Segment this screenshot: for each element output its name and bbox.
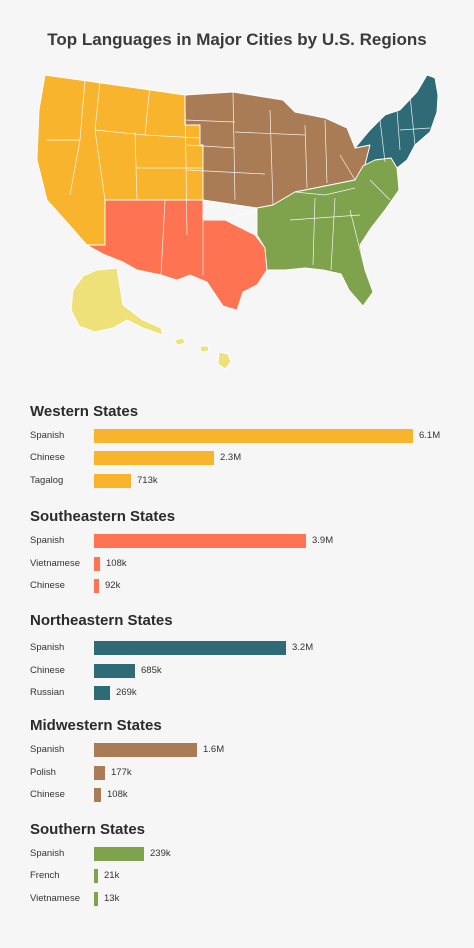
page-title: Top Languages in Major Cities by U.S. Re… (47, 30, 427, 49)
bar (94, 686, 110, 700)
bar (94, 579, 99, 593)
bar (94, 766, 105, 780)
category-label: Spanish (30, 642, 65, 653)
category-label: Spanish (30, 848, 65, 859)
category-label: Spanish (30, 744, 65, 755)
category-label: Chinese (30, 452, 65, 463)
bar-row: French 21k (0, 869, 474, 885)
region-south (256, 157, 400, 307)
bar (94, 534, 306, 548)
bar-row: Chinese 685k (0, 664, 474, 680)
value-label: 713k (137, 475, 158, 486)
bar-row: Polish 177k (0, 766, 474, 782)
section-title: Midwestern States (30, 717, 162, 734)
value-label: 177k (111, 767, 132, 778)
bar-row: Vietnamese 108k (0, 557, 474, 573)
us-regions-map (36, 74, 439, 370)
category-label: Spanish (30, 535, 65, 546)
value-label: 108k (107, 789, 128, 800)
bar (94, 557, 100, 571)
category-label: Chinese (30, 789, 65, 800)
bar-row: Chinese 108k (0, 788, 474, 804)
value-label: 3.9M (312, 535, 334, 546)
section-title: Western States (30, 403, 139, 420)
bar (94, 847, 144, 861)
bar (94, 892, 98, 906)
bar-row: Spanish 239k (0, 847, 474, 863)
category-label: Tagalog (30, 475, 64, 486)
category-label: Chinese (30, 580, 65, 591)
region-northeast (354, 74, 439, 169)
category-label: Polish (30, 767, 56, 778)
bar-row: Spanish 6.1M (0, 429, 474, 445)
bar-row: Tagalog 713k (0, 474, 474, 490)
value-label: 92k (105, 580, 121, 591)
value-label: 1.6M (203, 744, 225, 755)
region-alaska (70, 267, 164, 336)
bar-row: Vietnamese 13k (0, 892, 474, 908)
bar (94, 429, 413, 443)
category-label: Spanish (30, 430, 65, 441)
bar (94, 664, 135, 678)
category-label: Vietnamese (30, 893, 80, 904)
section-title: Southern States (30, 821, 146, 838)
category-label: French (30, 870, 60, 881)
value-label: 2.3M (220, 452, 242, 463)
bar-row: Chinese 2.3M (0, 451, 474, 467)
value-label: 685k (141, 665, 162, 676)
bar (94, 869, 98, 883)
value-label: 6.1M (419, 430, 441, 441)
value-label: 13k (104, 893, 120, 904)
category-label: Chinese (30, 665, 65, 676)
value-label: 269k (116, 687, 137, 698)
value-label: 21k (104, 870, 120, 881)
bar-row: Spanish 3.9M (0, 534, 474, 550)
bar (94, 451, 214, 465)
bar-row: Russian 269k (0, 686, 474, 702)
section-title: Southeastern States (30, 508, 176, 525)
bar-row: Chinese 92k (0, 579, 474, 595)
bar-row: Spanish 1.6M (0, 743, 474, 759)
bar (94, 474, 131, 488)
category-label: Russian (30, 687, 65, 698)
value-label: 239k (150, 848, 171, 859)
bar-row: Spanish 3.2M (0, 641, 474, 657)
value-label: 108k (106, 558, 127, 569)
bar (94, 788, 101, 802)
section-title: Northeastern States (30, 612, 173, 629)
bar (94, 743, 197, 757)
value-label: 3.2M (292, 642, 314, 653)
category-label: Vietnamese (30, 558, 80, 569)
region-hawaii (174, 337, 232, 370)
bar (94, 641, 286, 655)
region-southeast (86, 199, 268, 311)
